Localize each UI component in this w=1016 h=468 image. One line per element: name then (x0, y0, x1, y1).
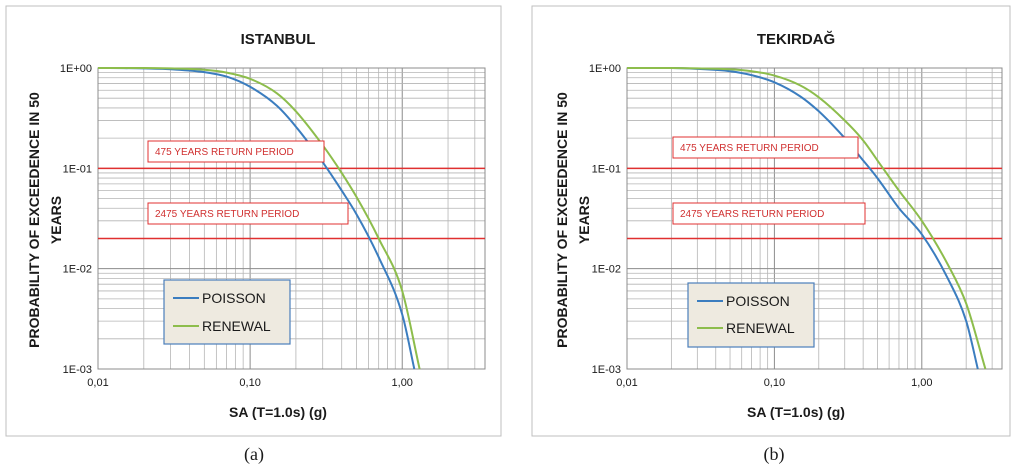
y-axis-title-line-2: YEARS (576, 196, 592, 244)
legend-label-renewal: RENEWAL (202, 318, 271, 334)
y-tick-labels: 1E+00 1E-01 1E-02 1E-03 (589, 63, 621, 376)
return-period-475-box (147, 140, 325, 163)
return-period-lines (627, 167, 1002, 240)
return-period-475-label: 475 YEARS RETURN PERIOD (155, 147, 294, 158)
y-axis-title-line-1: PROBABILITY OF EXCEEDENCE IN 50 (26, 92, 42, 348)
x-tick-label: 0,01 (616, 377, 637, 389)
legend-label-poisson: POISSON (726, 293, 790, 309)
y-axis-title-line-1: PROBABILITY OF EXCEEDENCE IN 50 (554, 92, 570, 348)
legend: POISSON RENEWAL (163, 279, 291, 345)
x-tick-label: 0,10 (764, 377, 785, 389)
chart-panel-tekirdag: TEKIRDAĞ 475 YEARS RETURN PERIOD 2475 YE… (531, 5, 1011, 465)
y-axis-title-line-2: YEARS (48, 196, 64, 244)
plot-area-border (97, 67, 486, 370)
x-tick-label: 1,00 (392, 377, 413, 389)
return-period-2475-label: 2475 YEARS RETURN PERIOD (680, 209, 824, 220)
x-tick-labels: 0,01 0,10 1,00 (616, 377, 932, 389)
x-axis-title: SA (T=1.0s) (g) (229, 404, 327, 420)
series-line-renewal (627, 67, 987, 370)
series-curves (97, 67, 421, 370)
x-tick-label: 0,10 (239, 377, 260, 389)
x-tick-label: 1,00 (911, 377, 932, 389)
return-period-2475-label: 2475 YEARS RETURN PERIOD (155, 209, 299, 220)
y-tick-label: 1E-02 (63, 264, 92, 276)
y-tick-label: 1E-03 (63, 364, 92, 376)
series-line-renewal (98, 67, 421, 370)
y-tick-label: 1E-01 (63, 163, 92, 175)
x-tick-labels: 0,01 0,10 1,00 (87, 377, 413, 389)
panel-caption: (b) (764, 444, 785, 465)
legend-box (687, 282, 815, 348)
y-tick-labels: 1E+00 1E-01 1E-02 1E-03 (60, 63, 92, 376)
y-tick-label: 1E-02 (592, 264, 621, 276)
y-tick-label: 1E-01 (592, 163, 621, 175)
return-period-labels: 475 YEARS RETURN PERIOD 2475 YEARS RETUR… (672, 136, 866, 225)
return-period-475-box (672, 136, 859, 159)
y-tick-label: 1E+00 (60, 63, 92, 75)
x-tick-label: 0,01 (87, 377, 108, 389)
legend-label-renewal: RENEWAL (726, 320, 795, 336)
y-tick-label: 1E+00 (589, 63, 621, 75)
legend-label-poisson: POISSON (202, 290, 266, 306)
y-tick-label: 1E-03 (592, 364, 621, 376)
plot-area-border (626, 67, 1003, 370)
series-curves (627, 67, 987, 370)
return-period-labels: 475 YEARS RETURN PERIOD 2475 YEARS RETUR… (147, 140, 349, 225)
return-period-lines (98, 167, 485, 240)
chart-title: ISTANBUL (241, 31, 316, 48)
return-period-2475-box (147, 202, 349, 225)
chart-title: TEKIRDAĞ (757, 30, 835, 48)
return-period-475-label: 475 YEARS RETURN PERIOD (680, 143, 819, 154)
legend: POISSON RENEWAL (687, 282, 815, 348)
legend-box (163, 279, 291, 345)
x-axis-title: SA (T=1.0s) (g) (747, 404, 845, 420)
panel-caption: (a) (244, 444, 264, 465)
return-period-2475-box (672, 202, 866, 225)
chart-panel-istanbul: ISTANBUL 475 YEARS RETURN PERIOD 2475 YE… (5, 5, 502, 465)
